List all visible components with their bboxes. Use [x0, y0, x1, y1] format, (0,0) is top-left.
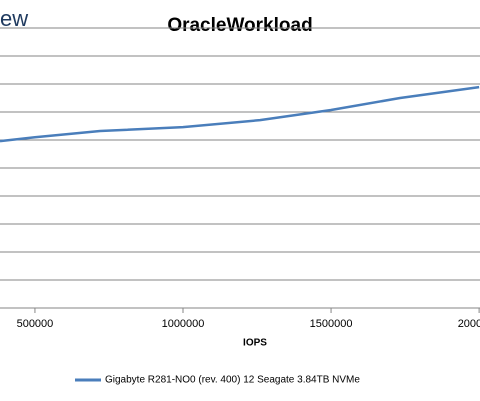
- x-axis-label: IOPS: [243, 338, 267, 349]
- legend-label: Gigabyte R281-NO0 (rev. 400) 12 Seagate …: [105, 375, 360, 386]
- x-tick-label: 2000000: [458, 318, 480, 330]
- logo: ew: [0, 6, 28, 31]
- x-tick-label: 1000000: [162, 318, 205, 330]
- x-tick-label: 500000: [17, 318, 54, 330]
- x-tick-label: 1500000: [310, 318, 353, 330]
- series-line: [0, 85, 480, 143]
- chart-title: OracleWorkload: [167, 15, 312, 36]
